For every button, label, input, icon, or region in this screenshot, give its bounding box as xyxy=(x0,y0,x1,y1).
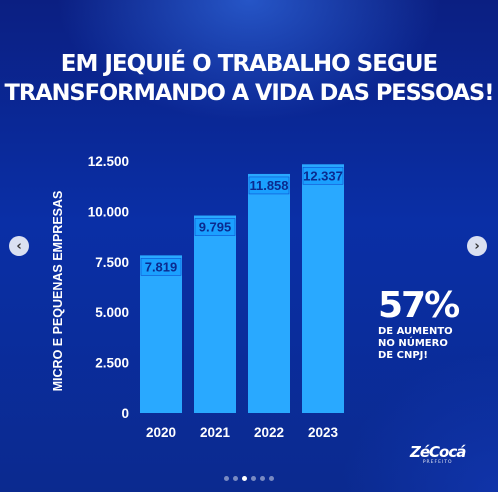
x-tick-label: 2021 xyxy=(200,425,231,440)
y-tick-label: 2.500 xyxy=(95,356,129,371)
x-axis-ticks: 2020 2021 2022 2023 xyxy=(146,425,339,440)
data-label: 9.795 xyxy=(199,220,232,235)
data-label-box xyxy=(140,258,182,276)
brand-logo: ZéCocá PREFEITO xyxy=(410,443,466,465)
y-axis-label-group: MICRO E PEQUENAS EMPRESAS xyxy=(51,191,65,392)
y-tick-label: 12.500 xyxy=(88,154,129,169)
carousel-dots xyxy=(224,476,274,481)
bars: 7.819 9.795 11.858 12.337 xyxy=(140,164,344,413)
data-label-box xyxy=(194,218,236,236)
carousel-dot[interactable] xyxy=(224,476,229,481)
bar-2022 xyxy=(248,173,290,413)
logo-name: ZéCocá xyxy=(410,443,466,461)
carousel-dot[interactable] xyxy=(260,476,265,481)
y-axis-ticks: 0 2.500 5.000 7.500 10.000 12.500 xyxy=(88,154,129,421)
carousel-dot[interactable] xyxy=(242,476,247,481)
carousel-dot[interactable] xyxy=(233,476,238,481)
headline-line-2: TRANSFORMANDO A VIDA DAS PESSOAS! xyxy=(4,80,495,106)
data-label: 7.819 xyxy=(145,259,178,274)
data-label: 12.337 xyxy=(303,168,343,183)
logo-role: PREFEITO xyxy=(422,460,453,465)
x-tick-label: 2023 xyxy=(308,425,339,440)
data-label-box xyxy=(248,176,290,195)
carousel-dot[interactable] xyxy=(269,476,274,481)
chevron-left-icon[interactable]: ‹ xyxy=(9,236,29,256)
y-tick-label: 10.000 xyxy=(88,204,129,219)
bar-2023 xyxy=(302,164,344,413)
data-label: 11.858 xyxy=(249,178,288,193)
carousel-dot[interactable] xyxy=(251,476,256,481)
growth-stat: 57% DE AUMENTO NO NÚMERO DE CNPJ! xyxy=(378,286,478,362)
bar-2020 xyxy=(140,255,182,413)
chevron-right-icon[interactable]: › xyxy=(467,236,487,256)
headline-line-1: EM JEQUIÉ O TRABALHO SEGUE xyxy=(60,51,438,77)
growth-description: DE AUMENTO NO NÚMERO DE CNPJ! xyxy=(378,326,453,361)
y-tick-label: 7.500 xyxy=(95,255,129,270)
y-axis-label: MICRO E PEQUENAS EMPRESAS xyxy=(51,191,65,392)
y-tick-label: 5.000 xyxy=(95,305,129,320)
bar-2021 xyxy=(194,215,236,413)
growth-percent: 57% xyxy=(378,285,460,326)
data-label-box xyxy=(302,166,344,185)
headline: EM JEQUIÉ O TRABALHO SEGUE TRANSFORMANDO… xyxy=(0,50,498,108)
x-tick-label: 2022 xyxy=(254,425,284,440)
x-tick-label: 2020 xyxy=(146,425,176,440)
y-tick-label: 0 xyxy=(121,406,129,421)
